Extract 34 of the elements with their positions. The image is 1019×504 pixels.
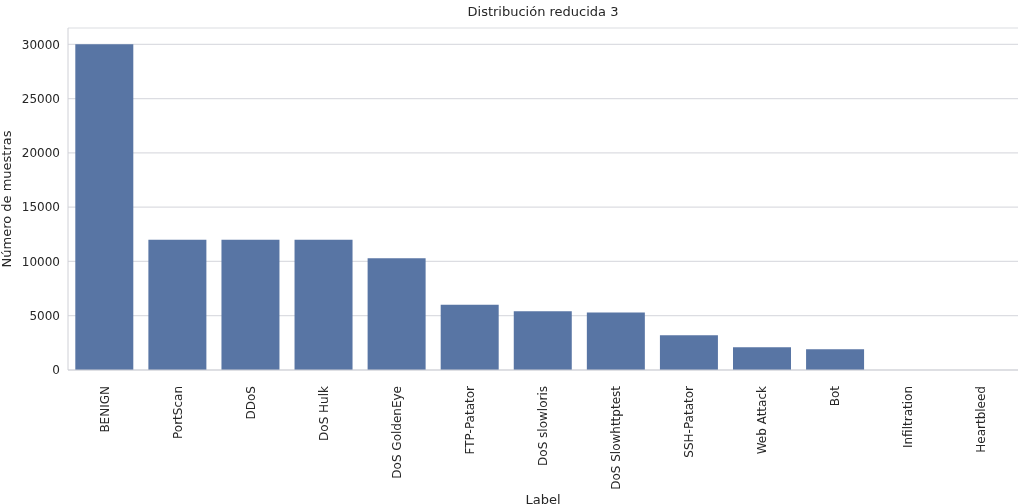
- x-axis-title: Label: [525, 492, 561, 504]
- x-tick-label: SSH-Patator: [682, 385, 697, 458]
- bar: [586, 312, 645, 370]
- x-tick-label: DDoS: [243, 386, 258, 420]
- bar: [367, 258, 426, 370]
- x-tick-label: Heartbleed: [974, 386, 989, 453]
- x-tick-label: DoS slowloris: [536, 386, 550, 466]
- y-tick-label: 30000: [21, 37, 60, 52]
- bar: [513, 311, 572, 370]
- bar: [733, 347, 791, 370]
- bar: [148, 239, 207, 370]
- y-tick-label: 15000: [21, 200, 60, 215]
- x-tick-label: Bot: [828, 385, 843, 407]
- y-tick-label: 10000: [21, 254, 60, 269]
- x-tick-label: Infiltration: [901, 386, 916, 449]
- y-axis-title: Número de muestras: [0, 130, 14, 268]
- bar: [806, 349, 865, 370]
- bar: [75, 44, 134, 370]
- bar: [221, 239, 280, 370]
- bar: [294, 239, 353, 370]
- bar: [659, 335, 718, 370]
- bar: [440, 304, 499, 370]
- y-tick-label: 5000: [29, 308, 60, 323]
- x-tick-label: PortScan: [170, 386, 185, 439]
- chart-title: Distribución reducida 3: [466, 4, 620, 19]
- x-tick-label: DoS GoldenEye: [389, 386, 404, 479]
- x-tick-label: DoS Hulk: [316, 385, 331, 441]
- x-tick-label: Web Attack: [755, 385, 770, 455]
- x-tick-label: DoS Slowhttptest: [609, 385, 624, 490]
- y-tick-label: 0: [52, 363, 60, 378]
- x-tick-label: FTP-Patator: [462, 385, 477, 455]
- x-tick-label: BENIGN: [97, 386, 112, 433]
- y-tick-label: 20000: [21, 146, 60, 161]
- y-tick-label: 25000: [21, 91, 60, 106]
